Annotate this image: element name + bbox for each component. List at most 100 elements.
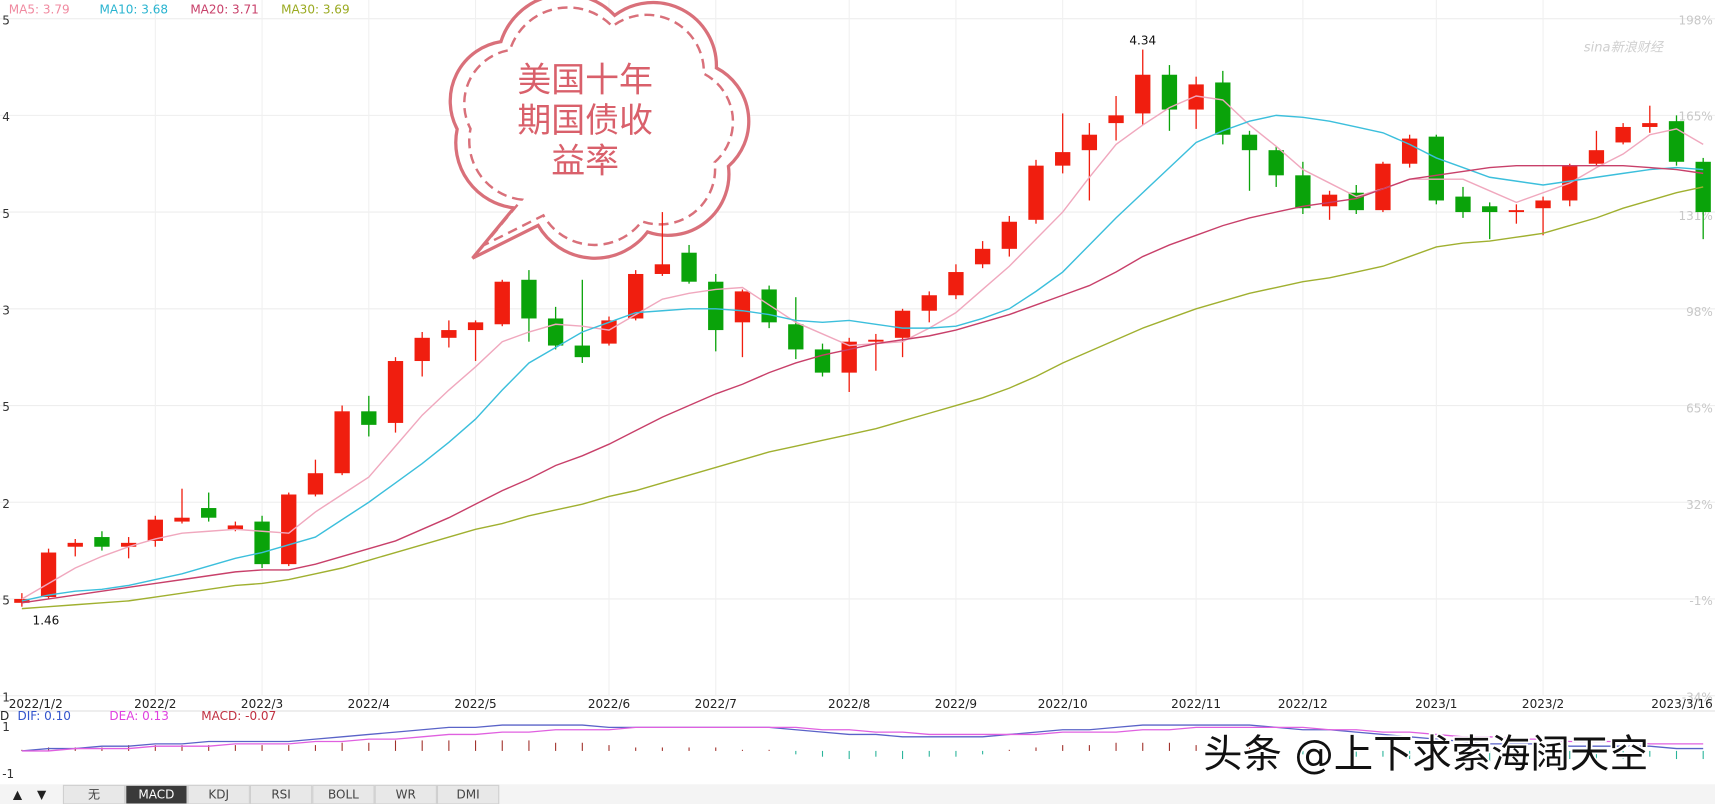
y-tick-label: 5 [2,207,10,221]
ma-line [21,95,1704,600]
candle-body [307,473,324,495]
candle-body [1081,134,1098,151]
candle-body [1001,221,1017,249]
candle-body [1055,152,1071,166]
candle-body [1482,206,1498,213]
tab-label[interactable]: KDJ [208,788,229,802]
x-tick-label: 2022/3 [241,697,283,711]
tab-label[interactable]: 无 [88,788,100,802]
candle-body [387,361,404,423]
logo: sina新浪财经 [1584,40,1665,56]
legend-entry: MA20: 3.71 [190,2,259,16]
indicator-legend: DIF: 0.10 [18,709,71,723]
x-tick-label: 2022/11 [1171,697,1221,711]
x-tick-label: 2022/2 [134,697,176,711]
candle-body [708,281,724,331]
y2-tick-label: 198% [1678,13,1712,27]
tab-label[interactable]: BOLL [328,788,359,802]
candle-body [1188,84,1204,110]
nav-arrow[interactable]: ▲ [13,788,23,802]
candle-body [201,508,217,518]
candle-body [281,494,297,565]
nav-arrow[interactable]: ▼ [37,788,47,802]
x-tick-label: 2022/8 [828,697,870,711]
indicator-tick: -1 [2,767,14,781]
x-tick-label: 2023/3/16 [1651,697,1713,711]
candle-body [94,537,110,547]
candle-body [1215,82,1231,135]
tab-label[interactable]: DMI [457,788,480,802]
low-label: 1.46 [33,613,60,627]
candle-body [1108,115,1124,124]
candle-body [894,310,911,338]
candle-body [547,318,564,346]
candle-body [227,525,244,530]
ma-line [21,186,1704,610]
candle-body [1535,200,1551,209]
candle-body [120,542,137,547]
x-tick-label: 2022/5 [454,697,496,711]
y2-tick-label: 98% [1686,305,1713,319]
candle-body [761,289,777,323]
candle-body [574,345,590,358]
cloud-dashed [463,6,735,247]
tab-label[interactable]: RSI [271,788,291,802]
candle-body [441,330,457,338]
candle-body [467,322,484,331]
candle-body [254,521,270,565]
candle-body [628,273,644,319]
candle-body [1508,210,1525,213]
y-tick-label: 4 [2,110,10,124]
x-tick-label: 2022/6 [588,697,630,711]
x-tick-label: 2022/10 [1038,697,1088,711]
x-tick-label: 2022/9 [935,697,977,711]
candle-body [1161,74,1178,110]
x-tick-label: 2022/4 [348,697,390,711]
indicator-tick: 1 [2,720,10,734]
tab-label[interactable]: MACD [138,788,174,802]
y2-tick-label: 65% [1686,401,1713,415]
y-tick-label: 3 [2,303,10,317]
candle-body [67,542,83,547]
callout-text: 益率 [551,142,619,181]
candle-body [681,252,697,282]
candle-body [1028,165,1044,220]
candle-body [601,320,617,344]
candle-body [174,517,190,522]
candle-body [788,324,804,350]
candle-body [1375,163,1391,211]
y-tick-label: 2 [2,497,10,511]
cloud-outline [448,0,751,260]
legend-entry: MA10: 3.68 [100,2,169,16]
candle-body [494,281,510,325]
y-tick-label: 5 [2,400,10,414]
ma-line [21,164,1704,604]
callout-text: 美国十年 [517,61,653,100]
candle-body [1241,134,1258,151]
indicator-title: D [0,709,9,723]
candle-body [1642,123,1658,127]
indicator-line [21,726,1704,752]
tab-label[interactable]: WR [396,788,416,802]
callout-text: 期国债收 [517,101,653,140]
x-tick-label: 2022/12 [1278,697,1328,711]
legend-entry: MA5: 3.79 [9,2,70,16]
candle-body [361,411,377,425]
legend-entry: MA30: 3.69 [281,2,350,16]
x-tick-label: 2023/1 [1415,697,1457,711]
x-tick-label: 2023/2 [1522,697,1564,711]
candle-body [334,411,350,474]
y2-tick-label: -34% [1682,690,1713,704]
candle-body [1321,194,1338,207]
candle-body [1135,74,1151,114]
indicator-legend: DEA: 0.13 [109,709,168,723]
candle-body [1455,196,1471,213]
candle-body [414,337,430,362]
candle-body [1268,150,1284,176]
candle-body [1615,126,1631,143]
candle-body [921,295,937,311]
candle-body [40,552,57,598]
candle-body [948,272,964,296]
candle-body [1295,175,1311,209]
